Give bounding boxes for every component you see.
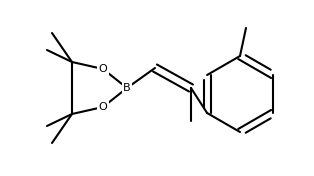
Text: O: O [99,102,107,112]
Text: O: O [99,64,107,74]
Text: B: B [123,83,131,93]
